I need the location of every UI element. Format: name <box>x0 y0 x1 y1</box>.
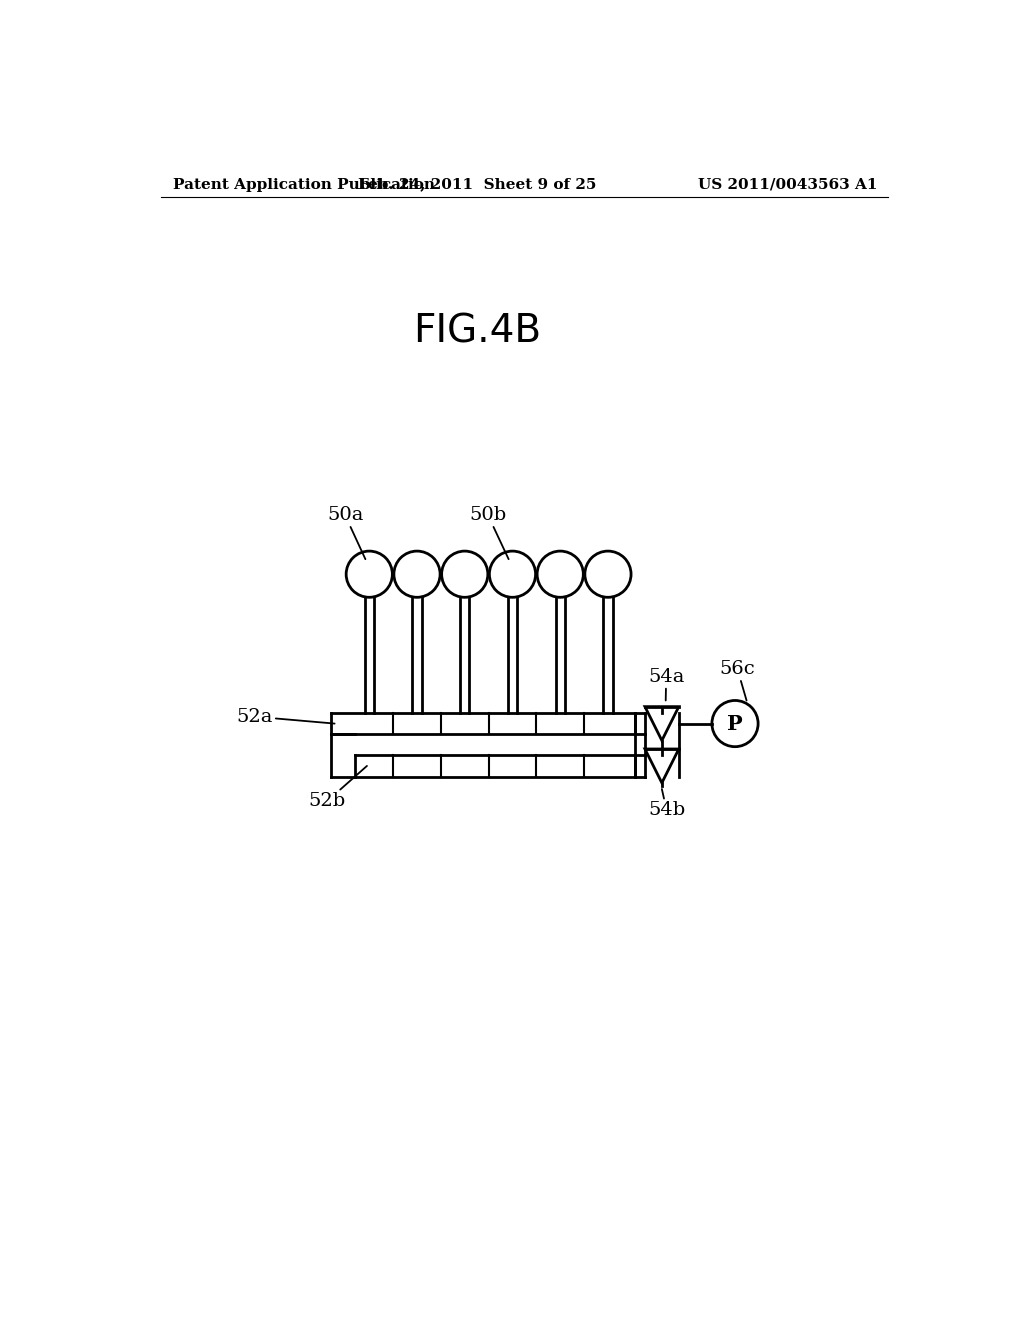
Text: FIG.4B: FIG.4B <box>413 313 541 350</box>
Text: 52a: 52a <box>237 708 335 726</box>
Text: 52b: 52b <box>308 766 367 810</box>
Text: US 2011/0043563 A1: US 2011/0043563 A1 <box>698 178 878 191</box>
Text: 54b: 54b <box>648 789 685 820</box>
Text: P: P <box>727 714 742 734</box>
Text: 56c: 56c <box>720 660 756 701</box>
Text: Patent Application Publication: Patent Application Publication <box>173 178 435 191</box>
Text: Feb. 24, 2011  Sheet 9 of 25: Feb. 24, 2011 Sheet 9 of 25 <box>357 178 596 191</box>
Text: 50b: 50b <box>469 506 509 560</box>
Text: 50a: 50a <box>327 506 366 560</box>
Text: 54a: 54a <box>648 668 684 701</box>
